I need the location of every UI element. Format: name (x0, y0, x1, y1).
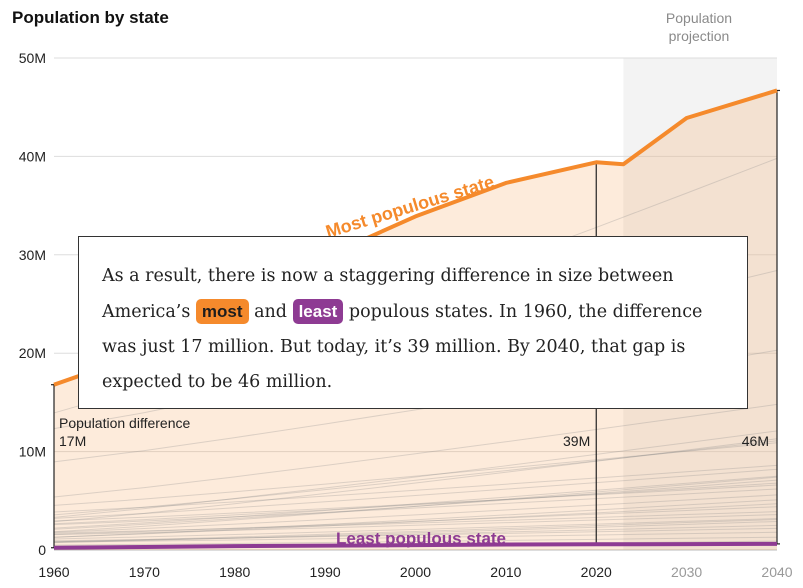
callout-text-1: As a result, there is now a staggering d… (102, 266, 674, 322)
narrative-callout: As a result, there is now a staggering d… (78, 236, 748, 409)
state-line (53, 442, 778, 506)
difference-value-2040: 46M (742, 433, 769, 449)
chart-title: Population by state (12, 8, 169, 27)
x-tick-label: 2000 (400, 564, 431, 580)
state-line (53, 468, 778, 519)
least-populous-line (53, 541, 778, 550)
state-line (53, 403, 778, 498)
state-line (53, 488, 778, 526)
state-line (53, 536, 778, 546)
x-tick-label: 1960 (38, 564, 69, 580)
difference-title: Population difference (59, 415, 190, 431)
x-tick-label: 1990 (310, 564, 341, 580)
y-tick-label: 50M (19, 50, 46, 66)
state-line (53, 482, 778, 525)
x-tick-label: 2030 (671, 564, 702, 580)
state-line (53, 475, 778, 529)
y-tick-label: 40M (19, 148, 46, 164)
state-line (53, 430, 778, 518)
state-line (53, 518, 778, 543)
most-highlight: most (195, 299, 249, 324)
difference-value-1960: 17M (59, 433, 86, 449)
state-line (53, 524, 778, 543)
x-tick-label: 2010 (490, 564, 521, 580)
state-line (53, 479, 778, 530)
x-tick-label: 1970 (129, 564, 160, 580)
state-line (53, 476, 778, 533)
y-tick-label: 30M (19, 247, 46, 263)
x-tick-label: 2020 (581, 564, 612, 580)
y-tick-label: 10M (19, 444, 46, 460)
difference-value-2020: 39M (563, 433, 590, 449)
least-populous-label: Least populous state (336, 529, 506, 548)
x-tick-label: 2040 (761, 564, 792, 580)
state-line (53, 527, 778, 542)
state-line (53, 518, 778, 540)
callout-text-3: populous states. In 1960, the difference… (102, 302, 703, 392)
state-line (53, 503, 778, 538)
projection-label: Population projection (665, 10, 733, 44)
y-tick-label: 0 (38, 542, 46, 558)
state-line (53, 440, 778, 516)
state-line (53, 438, 778, 523)
callout-text-2: and (248, 302, 293, 322)
state-line (53, 506, 778, 535)
least-highlight: least (292, 299, 344, 324)
state-line (53, 514, 778, 536)
y-tick-label: 20M (19, 345, 46, 361)
state-line (53, 464, 778, 513)
x-tick-label: 1980 (219, 564, 250, 580)
state-line (53, 499, 778, 538)
state-line (53, 494, 778, 533)
state-line (53, 520, 778, 544)
state-line (53, 531, 778, 543)
state-line (53, 484, 778, 522)
state-line (53, 511, 778, 534)
